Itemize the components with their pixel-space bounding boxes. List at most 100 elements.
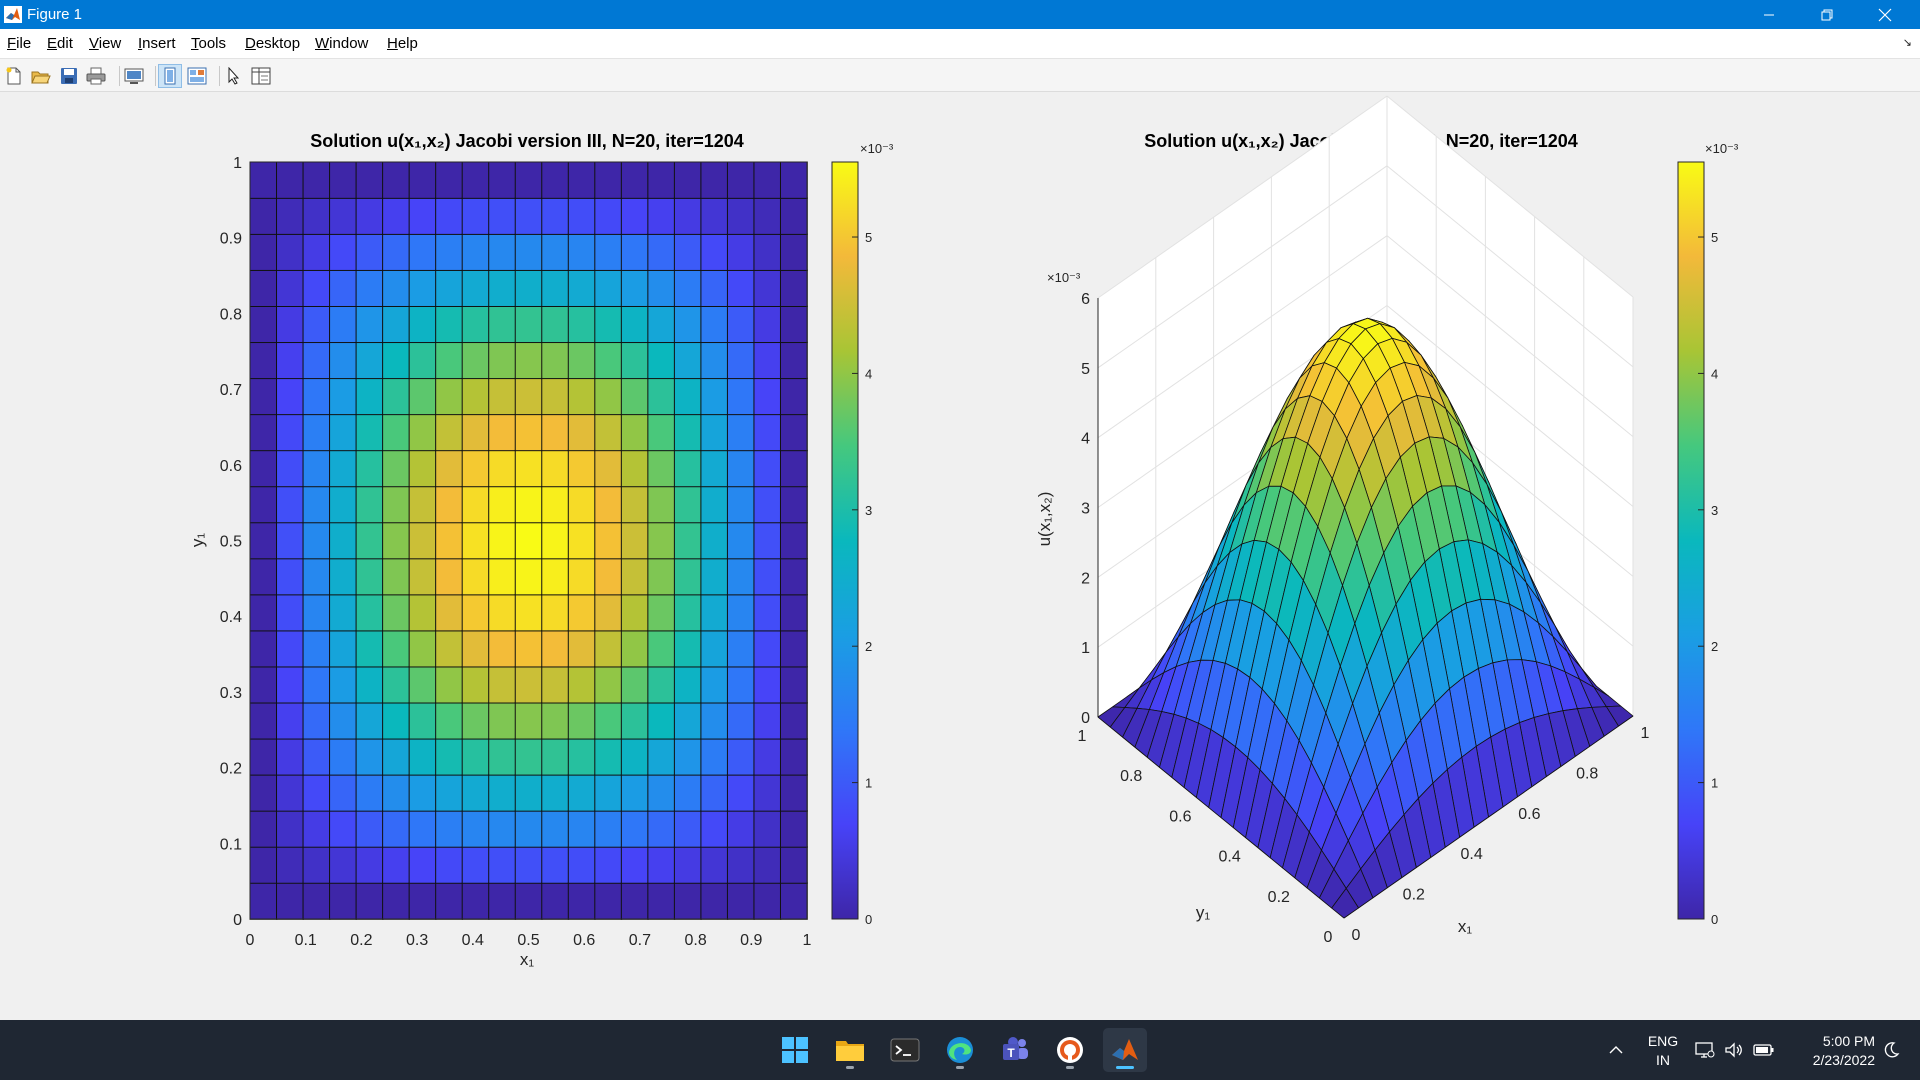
heatmap-cell bbox=[302, 305, 331, 344]
heatmap-cell bbox=[647, 485, 676, 524]
show-hidden-icons-button[interactable] bbox=[1604, 1020, 1628, 1080]
heatmap-cell bbox=[753, 702, 782, 740]
taskbar-matlab[interactable] bbox=[1103, 1028, 1147, 1072]
heatmap-cell bbox=[435, 521, 463, 560]
heatmap-cell bbox=[488, 774, 517, 812]
volume-tray[interactable] bbox=[1723, 1020, 1745, 1080]
print-figure-button[interactable] bbox=[84, 64, 108, 88]
heatmap-cell bbox=[249, 161, 278, 199]
left-x-label: x₁ bbox=[520, 950, 535, 969]
x-tick-label: 0.9 bbox=[740, 932, 762, 949]
taskbar-edge[interactable] bbox=[938, 1028, 982, 1072]
heatmap-cell bbox=[249, 630, 278, 668]
figure-svg: Solution u(x₁,x₂) Jacobi version III, N=… bbox=[188, 95, 1739, 969]
heatmap-cell bbox=[435, 594, 463, 632]
property-inspector-button[interactable] bbox=[249, 64, 273, 88]
hide-plot-tools-button[interactable] bbox=[158, 64, 182, 88]
battery-tray[interactable] bbox=[1752, 1020, 1776, 1080]
heatmap-cell bbox=[488, 702, 517, 740]
grid-line bbox=[1097, 165, 1388, 369]
save-figure-button[interactable] bbox=[57, 64, 81, 88]
input-language-indicator[interactable]: ENG IN bbox=[1645, 1032, 1681, 1070]
menu-bar: File Edit View Insert Tools Desktop Wind… bbox=[0, 29, 1920, 59]
heatmap-cell bbox=[726, 666, 755, 704]
link-plot-button[interactable] bbox=[122, 64, 146, 88]
heatmap-cell bbox=[382, 558, 410, 596]
menu-window[interactable]: Window bbox=[315, 35, 369, 52]
y-tick-label: 0.3 bbox=[220, 685, 242, 702]
heatmap-cell bbox=[435, 269, 463, 307]
terminal-icon bbox=[890, 1038, 920, 1062]
heatmap-cell bbox=[594, 738, 623, 776]
left-y-ticks: 0 0.1 0.2 0.3 0.4 0.5 0.6 0.7 0.8 0.9 1 bbox=[220, 155, 242, 929]
heatmap-cell bbox=[435, 485, 463, 524]
heatmap-cell bbox=[594, 485, 623, 524]
menu-insert[interactable]: Insert bbox=[138, 35, 176, 52]
heatmap-cell bbox=[488, 197, 517, 235]
menu-desktop[interactable]: Desktop bbox=[245, 35, 301, 52]
heatmap-cell bbox=[276, 341, 304, 380]
heatmap-cell bbox=[408, 269, 437, 307]
system-clock[interactable]: 5:00 PM 2/23/2022 bbox=[1787, 1032, 1875, 1070]
taskbar-file-explorer[interactable] bbox=[828, 1028, 872, 1072]
menu-edit[interactable]: Edit bbox=[47, 35, 73, 52]
heatmap-cell bbox=[514, 233, 543, 271]
notifications-button[interactable] bbox=[1880, 1020, 1902, 1080]
taskbar-terminal[interactable] bbox=[883, 1028, 927, 1072]
close-button[interactable] bbox=[1856, 0, 1914, 29]
colorbar-tick-label: 2 bbox=[865, 639, 872, 654]
heatmap-cell bbox=[514, 594, 543, 632]
heatmap-cell bbox=[673, 305, 702, 344]
heatmap-cell bbox=[302, 702, 331, 740]
battery-icon bbox=[1753, 1044, 1774, 1056]
heatmap-cell bbox=[514, 702, 543, 740]
heatmap-cell bbox=[726, 269, 755, 307]
open-file-button[interactable] bbox=[29, 64, 53, 88]
heatmap-cell bbox=[779, 521, 808, 560]
heatmap-cell bbox=[408, 630, 437, 668]
y-tick-label: 0.4 bbox=[220, 609, 242, 626]
new-figure-button[interactable] bbox=[2, 64, 26, 88]
heatmap-cell bbox=[620, 702, 649, 740]
network-tray[interactable] bbox=[1694, 1020, 1716, 1080]
heatmap-cell bbox=[594, 630, 623, 668]
heatmap-cell bbox=[647, 774, 676, 812]
menu-tools[interactable]: Tools bbox=[191, 35, 227, 52]
heatmap-cell bbox=[276, 810, 304, 848]
heatmap-cell bbox=[779, 197, 808, 235]
show-plot-tools-button[interactable] bbox=[185, 64, 209, 88]
dock-arrow-icon[interactable]: ↘ bbox=[1902, 37, 1912, 49]
heatmap-cell bbox=[594, 521, 623, 560]
restore-button[interactable] bbox=[1798, 0, 1856, 29]
heatmap-cell bbox=[726, 197, 755, 235]
edit-plot-button[interactable] bbox=[222, 64, 246, 88]
heatmap-cell bbox=[726, 341, 755, 380]
heatmap-cell bbox=[329, 161, 357, 199]
menu-file[interactable]: File bbox=[7, 35, 32, 52]
svg-text:T: T bbox=[1007, 1046, 1015, 1060]
start-button[interactable] bbox=[773, 1028, 817, 1072]
heatmap-cell bbox=[541, 846, 570, 884]
taskbar-onlyoffice[interactable] bbox=[1048, 1028, 1092, 1072]
x-tick-label: 0.5 bbox=[517, 932, 539, 949]
hide-plot-tools-icon bbox=[164, 67, 176, 85]
heatmap-cell bbox=[514, 305, 543, 344]
heatmap-cell bbox=[435, 377, 463, 416]
language-code: ENG bbox=[1647, 1033, 1679, 1049]
heatmap-cell bbox=[382, 846, 410, 884]
heatmap-cell bbox=[541, 738, 570, 776]
minimize-button[interactable] bbox=[1740, 0, 1798, 29]
heatmap-cell bbox=[514, 558, 543, 596]
heatmap-cell bbox=[700, 449, 729, 488]
heatmap-cell bbox=[779, 161, 808, 199]
menu-help[interactable]: Help bbox=[387, 35, 418, 52]
heatmap-cell bbox=[329, 882, 357, 920]
taskbar-teams[interactable]: T bbox=[993, 1028, 1037, 1072]
surface-z-tick-label: 6 bbox=[1081, 291, 1090, 308]
colorbar-tick-label: 0 bbox=[1711, 912, 1718, 927]
heatmap-cell bbox=[382, 305, 410, 344]
heatmap-cell bbox=[276, 594, 304, 632]
heatmap-cell bbox=[249, 269, 278, 307]
heatmap-cell bbox=[779, 305, 808, 344]
menu-view[interactable]: View bbox=[89, 35, 122, 52]
